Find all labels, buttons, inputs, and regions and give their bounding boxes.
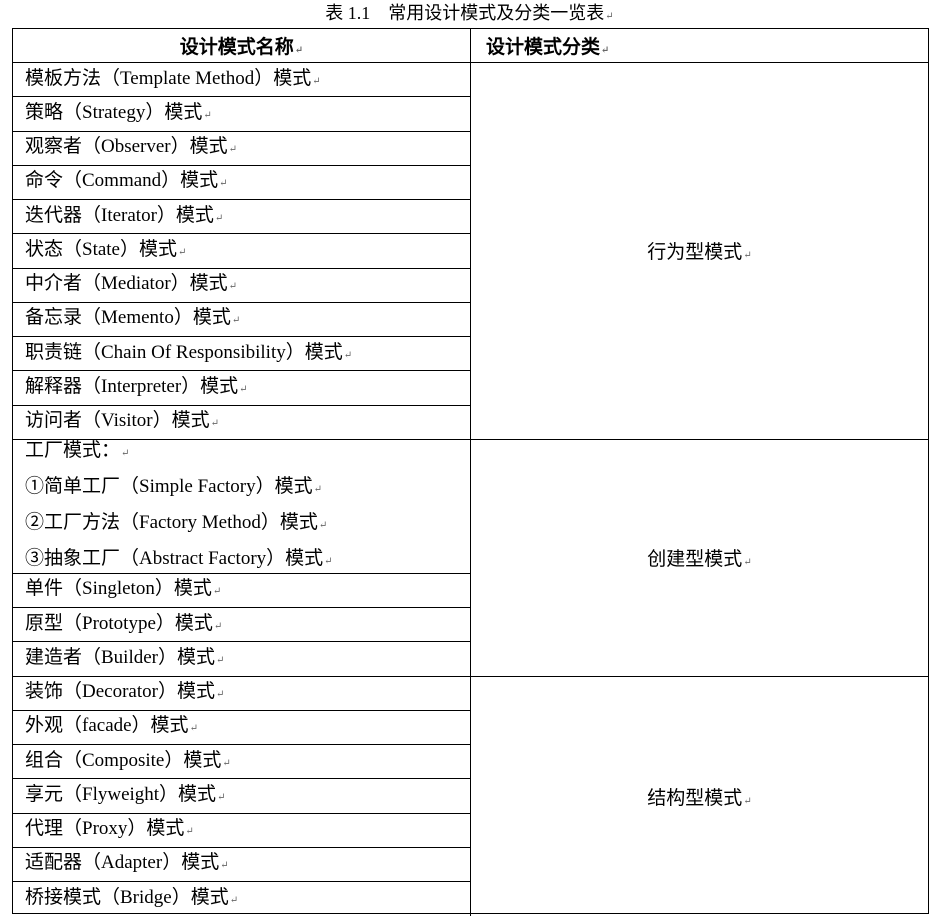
pattern-name: 职责链（Chain Of Responsibility）模式 xyxy=(25,336,470,372)
pattern-name: 模板方法（Template Method）模式 xyxy=(25,62,470,98)
pattern-row: 策略（Strategy）模式 xyxy=(13,96,471,132)
pattern-name: 享元（Flyweight）模式 xyxy=(25,778,470,814)
category-label: 结构型模式 xyxy=(647,783,751,810)
category-cell: 创建型模式 xyxy=(471,440,928,677)
pattern-name: ①简单工厂（Simple Factory）模式 xyxy=(25,470,470,506)
pattern-row: 迭代器（Iterator）模式 xyxy=(13,199,471,235)
pattern-row: 享元（Flyweight）模式 xyxy=(13,778,471,814)
category-label: 创建型模式 xyxy=(647,544,751,571)
pattern-name: 代理（Proxy）模式 xyxy=(25,812,470,848)
pattern-row: 单件（Singleton）模式 xyxy=(13,572,471,608)
design-patterns-table: 设计模式名称 设计模式分类 模板方法（Template Method）模式策略（… xyxy=(12,28,929,917)
table-caption: 表 1.1 常用设计模式及分类一览表 xyxy=(0,2,939,28)
pattern-name: 外观（facade）模式 xyxy=(25,709,470,745)
pattern-name: 组合（Composite）模式 xyxy=(25,744,470,780)
pattern-row: 备忘录（Memento）模式 xyxy=(13,301,471,337)
pattern-row: 装饰（Decorator）模式 xyxy=(13,675,471,711)
pattern-row: 组合（Composite）模式 xyxy=(13,744,471,780)
pattern-row: 命令（Command）模式 xyxy=(13,164,471,200)
pattern-row: 中介者（Mediator）模式 xyxy=(13,267,471,303)
pattern-row: 观察者（Observer）模式 xyxy=(13,130,471,166)
pattern-name: 备忘录（Memento）模式 xyxy=(25,301,470,337)
pattern-name: 访问者（Visitor）模式 xyxy=(25,404,470,440)
pattern-row: 职责链（Chain Of Responsibility）模式 xyxy=(13,336,471,372)
pattern-row: 原型（Prototype）模式 xyxy=(13,607,471,643)
pattern-row: 解释器（Interpreter）模式 xyxy=(13,370,471,406)
pattern-name: 工厂模式： xyxy=(25,434,470,470)
pattern-name: 状态（State）模式 xyxy=(25,233,470,269)
category-label: 行为型模式 xyxy=(647,237,751,264)
pattern-row: 模板方法（Template Method）模式 xyxy=(13,62,471,98)
pattern-row: 建造者（Builder）模式 xyxy=(13,641,471,677)
pattern-row: 状态（State）模式 xyxy=(13,233,471,269)
pattern-row: 代理（Proxy）模式 xyxy=(13,812,471,848)
pattern-row: 外观（facade）模式 xyxy=(13,709,471,745)
pattern-name: 建造者（Builder）模式 xyxy=(25,641,470,677)
category-cell: 行为型模式 xyxy=(471,63,928,440)
pattern-name: 观察者（Observer）模式 xyxy=(25,130,470,166)
pattern-row: 工厂模式：①简单工厂（Simple Factory）模式②工厂方法（Factor… xyxy=(13,439,471,574)
pattern-name: 桥接模式（Bridge）模式 xyxy=(25,881,470,917)
pattern-name: 命令（Command）模式 xyxy=(25,164,470,200)
pattern-name: 解释器（Interpreter）模式 xyxy=(25,370,470,406)
pattern-name: 策略（Strategy）模式 xyxy=(25,96,470,132)
header-pattern-category: 设计模式分类 xyxy=(471,29,928,63)
header-pattern-name: 设计模式名称 xyxy=(13,29,471,63)
pattern-name: ②工厂方法（Factory Method）模式 xyxy=(25,506,470,542)
pattern-name: 中介者（Mediator）模式 xyxy=(25,267,470,303)
pattern-name: ③抽象工厂（Abstract Factory）模式 xyxy=(25,542,470,578)
pattern-name: 装饰（Decorator）模式 xyxy=(25,675,470,711)
pattern-row: 桥接模式（Bridge）模式 xyxy=(13,881,471,917)
pattern-name: 原型（Prototype）模式 xyxy=(25,607,470,643)
pattern-row: 适配器（Adapter）模式 xyxy=(13,846,471,882)
pattern-name: 适配器（Adapter）模式 xyxy=(25,846,470,882)
pattern-name: 迭代器（Iterator）模式 xyxy=(25,199,470,235)
pattern-name: 单件（Singleton）模式 xyxy=(25,572,470,608)
category-cell: 结构型模式 xyxy=(471,677,928,917)
